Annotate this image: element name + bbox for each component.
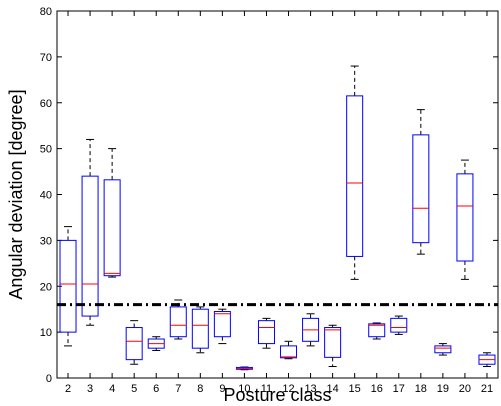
iqr-box [191, 308, 209, 349]
x-axis-label: Posture class [223, 385, 331, 405]
box-18 [412, 109, 430, 255]
box-12 [280, 340, 298, 360]
y-tick-label: 50 [40, 144, 52, 156]
iqr-box [59, 239, 77, 333]
box-11 [257, 317, 275, 349]
box-8 [191, 306, 209, 354]
x-tick-label: 17 [393, 383, 405, 395]
iqr-box [257, 320, 275, 345]
box-17 [390, 315, 408, 335]
iqr-box [412, 134, 430, 244]
x-tick-label: 21 [481, 383, 493, 395]
iqr-box [169, 306, 187, 338]
x-tick-label: 2 [65, 383, 71, 395]
y-tick-label: 30 [40, 235, 52, 247]
box-15 [346, 65, 364, 280]
y-tick-label: 40 [40, 190, 52, 202]
x-tick-label: 13 [304, 383, 316, 395]
x-tick-label: 3 [87, 383, 93, 395]
box-13 [302, 313, 320, 347]
iqr-box [213, 310, 231, 338]
box-20 [456, 159, 474, 280]
x-tick-label: 11 [261, 383, 272, 395]
x-tick-label: 12 [282, 383, 294, 395]
iqr-box [390, 317, 408, 333]
x-tick-label: 20 [459, 383, 471, 395]
iqr-box [324, 327, 342, 358]
iqr-box [368, 323, 386, 338]
iqr-box [434, 345, 452, 354]
box-21 [478, 352, 496, 368]
box-19 [434, 343, 452, 356]
iqr-box [103, 179, 121, 277]
box-16 [368, 322, 386, 340]
box-14 [324, 324, 342, 368]
box-5 [125, 320, 143, 365]
x-tick-label: 10 [238, 383, 250, 395]
x-tick-label: 16 [371, 383, 383, 395]
box-6 [147, 336, 165, 351]
x-tick-label: 15 [349, 383, 361, 395]
iqr-box [346, 95, 364, 257]
iqr-box [81, 175, 99, 317]
y-tick-label: 70 [40, 52, 52, 64]
y-axis-label: Angular deviation [degree] [6, 89, 26, 299]
box-group [59, 65, 496, 371]
iqr-box [280, 345, 298, 359]
x-tick-label: 6 [153, 383, 159, 395]
box-2 [59, 226, 77, 347]
plot-axes: 0 10 20 30 40 50 60 70 80 2 3 4 5 6 7 8 9 10 11 12 13 14 15 16 1… [40, 6, 499, 395]
x-tick-label: 14 [327, 383, 339, 395]
x-tick-label: 19 [437, 383, 449, 395]
iqr-box [125, 327, 143, 361]
y-tick-label: 80 [40, 6, 52, 18]
iqr-box [456, 173, 474, 262]
y-tick-label: 20 [40, 281, 52, 293]
box-4 [103, 148, 121, 278]
x-tick-label: 7 [175, 383, 181, 395]
x-tick-label: 9 [219, 383, 225, 395]
y-tick-label: 0 [46, 373, 52, 385]
x-tick-label: 4 [109, 383, 115, 395]
y-tick-label: 60 [40, 98, 52, 110]
box-10 [235, 366, 253, 371]
x-tick-label: 5 [131, 383, 137, 395]
box-9 [213, 308, 231, 345]
x-tick-label: 18 [415, 383, 427, 395]
y-tick-label: 10 [40, 327, 52, 339]
box-3 [81, 138, 99, 326]
x-tick-label: 8 [197, 383, 203, 395]
plot-frame [56, 10, 499, 379]
